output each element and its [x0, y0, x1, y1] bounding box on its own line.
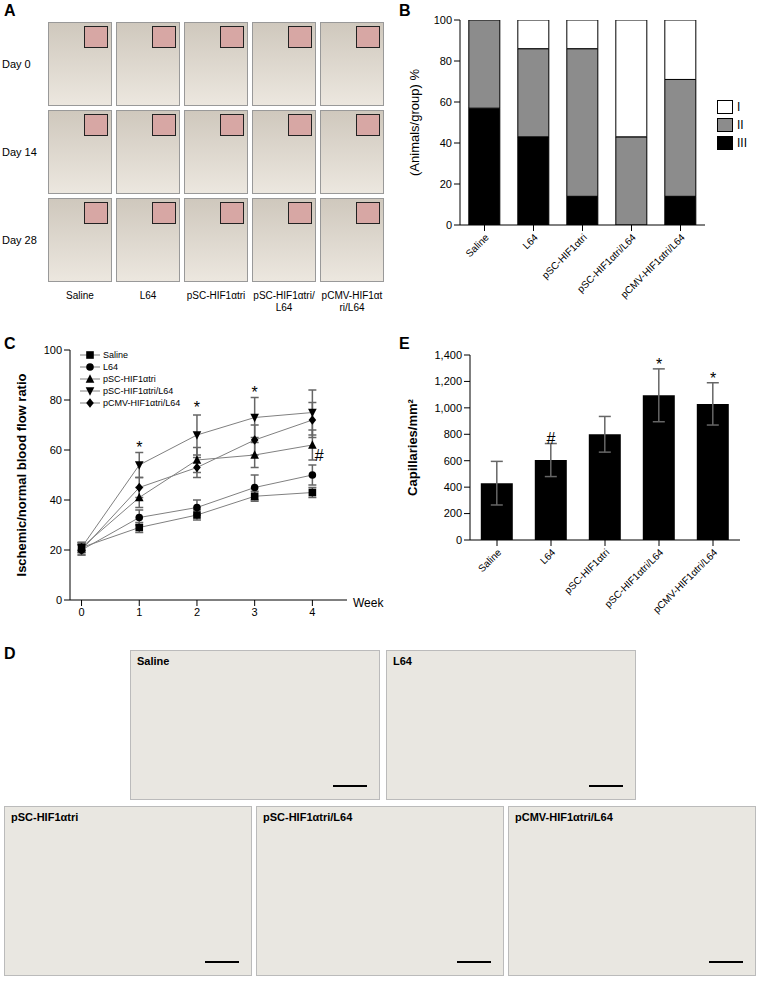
svg-text:800: 800	[444, 428, 462, 440]
svg-text:20: 20	[440, 178, 452, 190]
svg-text:L64: L64	[538, 546, 558, 566]
html-text:pCMV-HIF1αtri/L64: pCMV-HIF1αtri/L64	[103, 398, 181, 408]
svg-text:#: #	[315, 447, 324, 464]
svg-text:#: #	[547, 430, 556, 447]
html-text:Saline: Saline	[137, 655, 170, 667]
svg-text:*: *	[136, 439, 142, 456]
html-text:pSC-HIF1αtri: pSC-HIF1αtri	[11, 811, 79, 823]
svg-text:Saline: Saline	[463, 231, 491, 259]
svg-text:pSC-HIF1αtri: pSC-HIF1αtri	[540, 232, 589, 281]
html-text:L64: L64	[393, 655, 412, 667]
svg-text:*: *	[656, 356, 662, 373]
svg-text:1,000: 1,000	[434, 402, 462, 414]
svg-text:Ischemic/normal blood flow rat: Ischemic/normal blood flow ratio	[14, 373, 29, 576]
svg-text:60: 60	[440, 96, 452, 108]
svg-text:4: 4	[309, 606, 315, 618]
svg-text:Week: Week	[353, 596, 384, 610]
html-text:Day 14: Day 14	[2, 146, 37, 158]
svg-text:40: 40	[440, 137, 452, 149]
svg-text:80: 80	[440, 55, 452, 67]
svg-text:1,200: 1,200	[434, 375, 462, 387]
html-text:pCMV-HIF1αtri/L64: pCMV-HIF1αtri/L64	[515, 811, 613, 823]
html-text:II: II	[737, 118, 744, 132]
html-text:pSC-HIF1αtri: pSC-HIF1αtri	[103, 374, 156, 384]
svg-text:60: 60	[50, 444, 62, 456]
svg-text:400: 400	[444, 481, 462, 493]
html-text:Saline: Saline	[103, 350, 128, 360]
svg-text:*: *	[194, 399, 200, 416]
svg-text:0: 0	[78, 606, 84, 618]
svg-text:Saline: Saline	[476, 546, 504, 574]
html-text:Day 28: Day 28	[2, 234, 37, 246]
html-text:L64: L64	[139, 290, 157, 301]
svg-text:1: 1	[136, 606, 142, 618]
svg-text:3: 3	[252, 606, 258, 618]
svg-text:*: *	[252, 384, 258, 401]
html-text:L64: L64	[103, 362, 118, 372]
svg-text:pSC-HIF1αtri: pSC-HIF1αtri	[562, 547, 611, 596]
html-text:pSC-HIF1αtri/L64: pSC-HIF1αtri/L64	[263, 811, 353, 823]
html-text:C: C	[4, 335, 16, 352]
svg-text:*: *	[710, 370, 716, 387]
svg-text:80: 80	[50, 394, 62, 406]
html-text:B: B	[399, 2, 411, 19]
html-text:III: III	[737, 136, 747, 150]
svg-text:0: 0	[456, 534, 462, 546]
html-text:I: I	[737, 100, 741, 114]
html-text:Saline: Saline	[66, 290, 94, 301]
svg-text:200: 200	[444, 507, 462, 519]
html-text:D: D	[4, 645, 16, 662]
svg-text:(Animals/group) %: (Animals/group) %	[407, 69, 422, 176]
html-text:Day 0: Day 0	[2, 58, 31, 70]
svg-text:100: 100	[44, 344, 62, 356]
html-text:pSC-HIF1αtri: pSC-HIF1αtri	[186, 290, 246, 301]
html-text:pCMV-HIF1αtri/L64: pCMV-HIF1αtri/L64	[321, 290, 383, 313]
html-text:pSC-HIF1αtri/L64: pSC-HIF1αtri/L64	[103, 386, 174, 396]
html-text:A: A	[4, 2, 16, 19]
svg-text:pSC-HIF1αtri/L64: pSC-HIF1αtri/L64	[602, 546, 665, 609]
svg-text:0: 0	[446, 219, 452, 231]
svg-text:Capillaries/mm²: Capillaries/mm²	[405, 398, 420, 495]
svg-text:100: 100	[434, 14, 452, 26]
html-text:pSC-HIF1αtri/L64: pSC-HIF1αtri/L64	[253, 290, 315, 313]
svg-text:pCMV-HIF1αtri/L64: pCMV-HIF1αtri/L64	[651, 546, 720, 615]
svg-text:20: 20	[50, 544, 62, 556]
html-text:E: E	[399, 335, 410, 352]
svg-text:600: 600	[444, 455, 462, 467]
svg-text:0: 0	[56, 594, 62, 606]
svg-text:1,400: 1,400	[434, 349, 462, 361]
svg-text:40: 40	[50, 494, 62, 506]
svg-text:L64: L64	[520, 231, 540, 251]
svg-text:2: 2	[194, 606, 200, 618]
svg-text:pCMV-HIF1αtri/L64: pCMV-HIF1αtri/L64	[618, 231, 687, 300]
svg-text:pSC-HIF1αtri/L64: pSC-HIF1αtri/L64	[575, 231, 638, 295]
